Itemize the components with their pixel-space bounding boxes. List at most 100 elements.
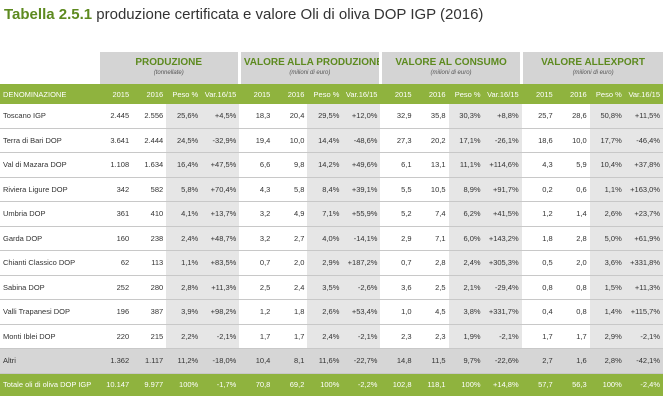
cell: 1,8 xyxy=(273,299,308,325)
cell: 100% xyxy=(166,373,202,396)
cell: 2,4% xyxy=(448,250,484,276)
cell: 1,7 xyxy=(555,324,590,349)
cell: 0,7 xyxy=(239,250,274,276)
blank xyxy=(0,52,99,84)
cell: 17,7% xyxy=(589,128,625,153)
group-header: VALORE ALLA PRODUZIONE (milioni di euro) xyxy=(237,52,381,84)
cell: 4,3 xyxy=(521,152,556,178)
table-row: Totale oli di oliva DOP IGP 10.147 9.977 10… xyxy=(0,373,663,396)
cell: +4,5% xyxy=(201,104,240,129)
table-title: produzione certificata e valore Oli di o… xyxy=(96,6,484,23)
table-row: Sabina DOP 252 280 2,8% +11,3% 2,5 2,4 3,5% -2,6… xyxy=(0,275,663,300)
cell: 410 xyxy=(132,201,167,227)
cell: +70,4% xyxy=(201,177,240,202)
table-row: Toscano IGP 2.445 2.556 25,6% +4,5% 18,3 20,4 2… xyxy=(0,104,663,129)
cell: 3,2 xyxy=(239,226,274,251)
column-header: 2015 xyxy=(98,84,133,104)
cell: 10.147 xyxy=(98,373,133,396)
cell: -2,2% xyxy=(342,373,381,396)
data-table: PRODUZIONE (tonnellate) VALORE ALLA PRODUZ… xyxy=(0,52,663,396)
cell: -46,4% xyxy=(624,128,663,153)
column-header: 2016 xyxy=(273,84,308,104)
group-name: VALORE ALLA PRODUZIONE xyxy=(243,57,381,68)
cell: 9.977 xyxy=(132,373,167,396)
cell: +163,0% xyxy=(624,177,663,202)
first-column: DENOMINAZIONE xyxy=(0,84,99,104)
cell: 2,2% xyxy=(166,324,202,349)
cell: +11,3% xyxy=(201,275,240,300)
cell: 342 xyxy=(98,177,133,202)
cell: 2,0 xyxy=(273,250,308,276)
row-label: Terra di Bari DOP xyxy=(0,128,99,153)
cell: 5,8% xyxy=(166,177,202,202)
cell: 27,3 xyxy=(380,128,415,153)
column-header: Peso % xyxy=(448,84,484,104)
cell: +23,7% xyxy=(624,201,663,227)
cell: 2,9 xyxy=(380,226,415,251)
cell: 1,1% xyxy=(589,177,625,202)
column-header: Var.16/15 xyxy=(624,84,663,104)
cell: 2.556 xyxy=(132,104,167,129)
cell: 2,4% xyxy=(166,226,202,251)
table-row: Riviera Ligure DOP 342 582 5,8% +70,4% 4,3 5,8… xyxy=(0,177,663,202)
cell: 2,8% xyxy=(166,275,202,300)
cell: -29,4% xyxy=(483,275,522,300)
cell: 2,3 xyxy=(380,324,415,349)
cell: 18,3 xyxy=(239,104,274,129)
cell: 25,7 xyxy=(521,104,556,129)
cell: 1,5% xyxy=(589,275,625,300)
table-row: Altri 1.362 1.117 11,2% -18,0% 10,4 8,1 11,6% -2… xyxy=(0,348,663,374)
table-row: Val di Mazara DOP 1.108 1.634 16,4% +47,5% 6,… xyxy=(0,152,663,178)
cell: 70,8 xyxy=(239,373,274,396)
cell: -2,4% xyxy=(624,373,663,396)
cell: 57,7 xyxy=(521,373,556,396)
cell: -18,0% xyxy=(201,348,240,374)
cell: 3,6% xyxy=(589,250,625,276)
cell: 19,4 xyxy=(239,128,274,153)
cell: +11,3% xyxy=(624,275,663,300)
group-unit: (tonnellate) xyxy=(153,70,184,76)
cell: +48,7% xyxy=(201,226,240,251)
group-header: VALORE AL CONSUMO (milioni di euro) xyxy=(378,52,522,84)
table-row: Valli Trapanesi DOP 196 387 3,9% +98,2% 1,2 1,… xyxy=(0,299,663,325)
group-unit: (milioni di euro) xyxy=(430,70,472,76)
cell: 14,8 xyxy=(380,348,415,374)
column-header: Var.16/15 xyxy=(342,84,381,104)
column-header: 2016 xyxy=(414,84,449,104)
cell: +39,1% xyxy=(342,177,381,202)
cell: 11,2% xyxy=(166,348,202,374)
cell: +115,7% xyxy=(624,299,663,325)
cell: 387 xyxy=(132,299,167,325)
cell: 6,2% xyxy=(448,201,484,227)
cell: +8,8% xyxy=(483,104,522,129)
cell: -22,7% xyxy=(342,348,381,374)
cell: 3,2 xyxy=(239,201,274,227)
cell: 2,4 xyxy=(273,275,308,300)
cell: 2,6% xyxy=(589,201,625,227)
cell: +12,0% xyxy=(342,104,381,129)
cell: 100% xyxy=(307,373,343,396)
cell: 2,7 xyxy=(521,348,556,374)
cell: 1,9% xyxy=(448,324,484,349)
group-unit: (milioni di euro) xyxy=(572,70,614,76)
cell: 18,6 xyxy=(521,128,556,153)
cell: -14,1% xyxy=(342,226,381,251)
cell: 2,8 xyxy=(555,226,590,251)
cell: 8,9% xyxy=(448,177,484,202)
cell: 1.634 xyxy=(132,152,167,178)
cell: 3,5% xyxy=(307,275,343,300)
cell: 1,8 xyxy=(521,226,556,251)
cell: +83,5% xyxy=(201,250,240,276)
cell: 7,4 xyxy=(414,201,449,227)
table-row: Chianti Classico DOP 62 113 1,1% +83,5% 0,7 2,… xyxy=(0,250,663,276)
cell: 113 xyxy=(132,250,167,276)
cell: 1,1% xyxy=(166,250,202,276)
column-header: Var.16/15 xyxy=(201,84,240,104)
title: Tabella 2.5.1 produzione certificata e v… xyxy=(0,0,663,30)
cell: 215 xyxy=(132,324,167,349)
cell: 3.641 xyxy=(98,128,133,153)
column-header: Peso % xyxy=(589,84,625,104)
cell: 4,1% xyxy=(166,201,202,227)
cell: 2,7 xyxy=(273,226,308,251)
column-header: Var.16/15 xyxy=(483,84,522,104)
